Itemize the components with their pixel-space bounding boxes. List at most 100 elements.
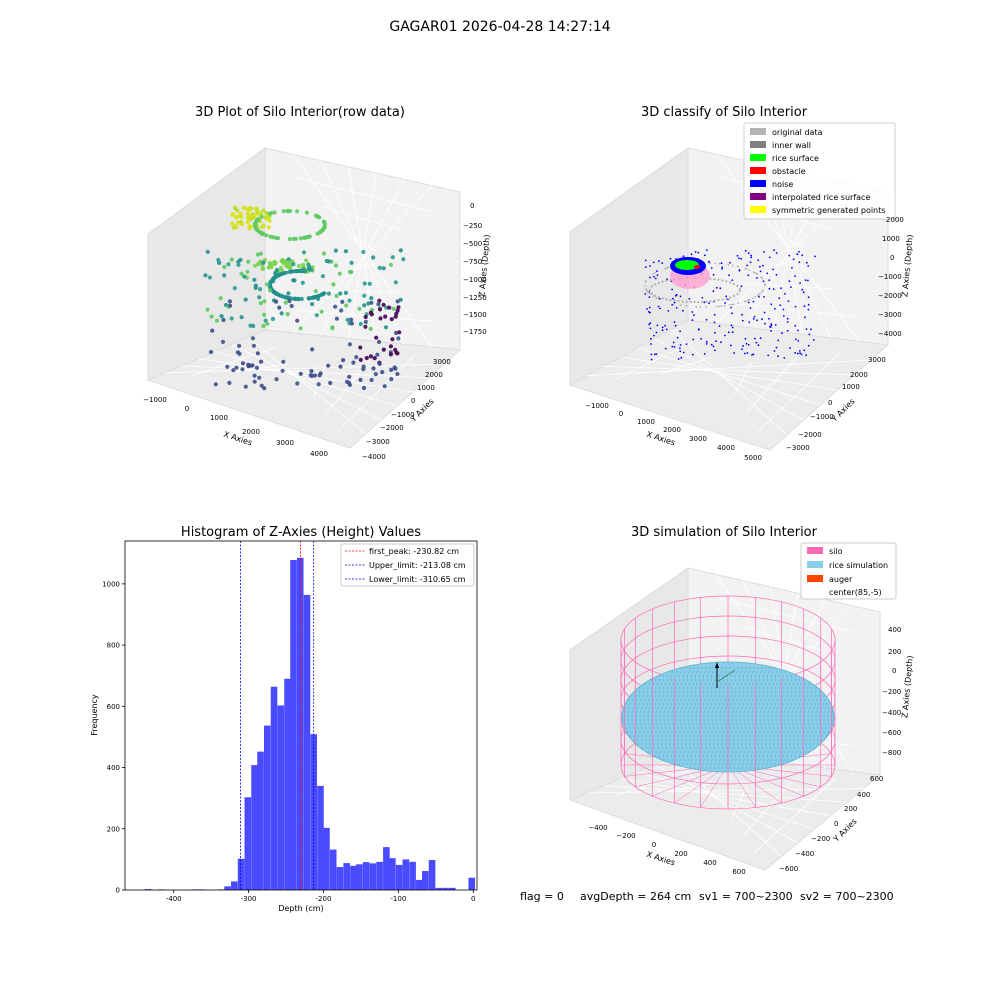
- raw-point: [267, 260, 272, 265]
- classify-noise-point: [764, 322, 766, 325]
- histogram-bar: [270, 686, 278, 890]
- rice-sim-dot: [767, 695, 769, 697]
- rice-sim-dot: [660, 683, 662, 685]
- classify-noise-point: [770, 330, 772, 332]
- classify-ztick: 1000: [882, 235, 900, 243]
- histogram-bar: [448, 887, 456, 890]
- classify-noise-point: [750, 256, 753, 259]
- raw-point: [340, 299, 345, 304]
- classify-noise-point: [731, 326, 734, 329]
- histogram-bar: [428, 860, 436, 890]
- rice-sim-dot: [750, 675, 752, 677]
- rice-sim-dot: [761, 767, 763, 769]
- classify-noise-point: [753, 315, 756, 318]
- raw-point: [331, 282, 336, 287]
- raw-point: [245, 219, 250, 225]
- raw-point: [258, 301, 263, 306]
- rice-sim-dot: [676, 723, 678, 725]
- histogram-bar: [224, 886, 231, 890]
- grid-line: [237, 363, 290, 372]
- raw-point: [396, 305, 401, 310]
- classify-original-point: [647, 291, 650, 293]
- raw-point: [252, 379, 257, 384]
- rice-sim-dot: [750, 755, 752, 757]
- classify-original-point: [760, 276, 763, 279]
- classify-original-point: [654, 271, 657, 274]
- rice-sim-dot: [725, 739, 727, 741]
- classify-noise-point: [721, 268, 723, 270]
- classify-noise-point: [725, 295, 728, 298]
- sim-floor-pane: [568, 749, 882, 871]
- rice-sim-dot: [677, 739, 679, 741]
- rice-sim-dot: [679, 679, 681, 681]
- classify-noise-point: [791, 266, 793, 269]
- classify-zticks: 2000 1000 0 −1000 −2000 −3000 −4000: [878, 216, 904, 338]
- panel-simulation-3d: 3D simulation of Silo Interior silo rice…: [568, 525, 915, 876]
- rice-sim-dot: [686, 755, 688, 757]
- rice-sim-dot: [796, 683, 798, 685]
- rice-sim-dot: [729, 767, 731, 769]
- raw-point: [286, 208, 291, 214]
- classify-noise-point: [693, 314, 695, 316]
- rice-sim-dot: [752, 723, 754, 725]
- histogram-bar: [303, 594, 311, 890]
- raw-point: [376, 339, 382, 344]
- classify-noise-point: [654, 277, 657, 280]
- rice-sim-dot: [671, 711, 674, 713]
- classify-noise-point: [694, 251, 697, 253]
- rice-sim-dot: [820, 707, 823, 709]
- rice-sim-dot: [659, 679, 661, 681]
- classify-original-point: [645, 288, 647, 290]
- rice-sim-dot: [759, 751, 761, 753]
- rice-sim-dot: [703, 695, 705, 697]
- classify-noise-point: [688, 297, 691, 300]
- histogram-bar: [369, 863, 377, 890]
- rice-sim-dot: [774, 755, 776, 757]
- classify-noise-point: [730, 324, 733, 327]
- rice-sim-dot: [645, 727, 647, 729]
- classify-noise-point: [746, 352, 749, 354]
- raw-point: [326, 291, 331, 296]
- sim-ztick: −600: [882, 729, 901, 737]
- rice-sim-dot: [677, 727, 679, 729]
- rice-sim-dot: [687, 711, 690, 713]
- classify-noise-point: [720, 341, 722, 344]
- rice-sim-dot: [651, 691, 653, 693]
- raw-point: [248, 323, 253, 328]
- classify-noise-point: [710, 343, 713, 346]
- raw-point: [274, 291, 279, 296]
- rice-sim-dot: [827, 719, 829, 721]
- rice-sim-dot: [771, 687, 773, 689]
- raw-point: [258, 251, 263, 256]
- rice-sim-dot: [812, 723, 814, 725]
- rice-sim-dot: [749, 767, 751, 769]
- simulation-legend: silo rice simulation auger center(85,-5): [800, 542, 897, 600]
- rice-sim-dot: [708, 683, 710, 685]
- rice-sim-dot: [717, 739, 719, 741]
- rice-sim-dot: [735, 751, 737, 753]
- grid-line: [637, 771, 815, 830]
- raw-point: [240, 367, 245, 372]
- rice-sim-dot: [769, 739, 771, 741]
- rice-sim-dot: [772, 699, 774, 701]
- rice-sim-dot: [748, 671, 750, 673]
- rice-sim-dot: [718, 763, 720, 765]
- legend-label-inner-wall: inner wall: [772, 141, 811, 150]
- rice-sim-dot: [683, 731, 685, 733]
- histogram-bar: [402, 859, 410, 890]
- raw-point: [306, 296, 311, 301]
- rice-sim-dot: [655, 691, 657, 693]
- raw-point: [281, 359, 286, 364]
- grid-line: [770, 656, 798, 672]
- rice-sim-dot: [708, 699, 710, 701]
- raw-point: [220, 339, 226, 344]
- rice-sim-dot: [791, 687, 793, 689]
- classify-noise-point: [657, 305, 660, 308]
- panel-raw-3d: 3D Plot of Silo Interior(row data) −1000…: [143, 105, 492, 461]
- classify-noise-point: [798, 261, 801, 264]
- classify-noise-point: [790, 286, 792, 288]
- rice-sim-dot: [761, 739, 763, 741]
- grid-line: [248, 336, 366, 435]
- raw-point: [373, 372, 378, 377]
- rice-sim-dot: [811, 695, 813, 697]
